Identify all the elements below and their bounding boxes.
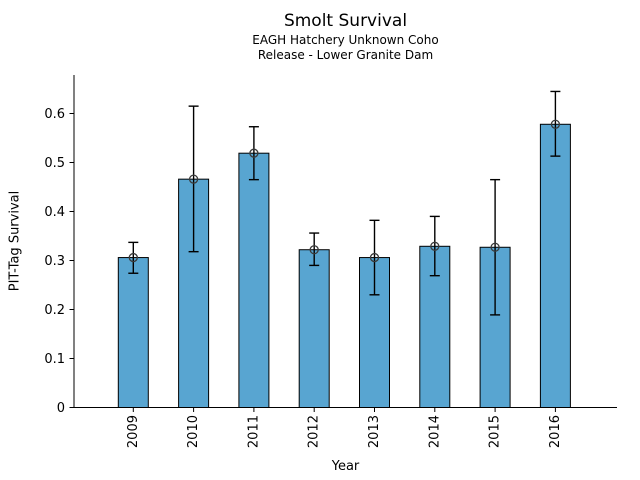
- bar-2009: [117, 257, 149, 408]
- bar-2016: [539, 123, 571, 408]
- y-tick-label: 0.6: [44, 107, 65, 122]
- y-tick-label: 0: [57, 401, 65, 416]
- data-point-marker-2010: [188, 174, 199, 184]
- x-axis-label: Year: [331, 459, 360, 474]
- data-point-marker-2009: [128, 252, 138, 263]
- data-point-marker-2011: [249, 148, 259, 158]
- y-tick-label: 0.2: [44, 303, 65, 318]
- y-tick-label: 0.1: [44, 352, 65, 367]
- bar-2011: [238, 152, 270, 408]
- x-tick-label-2014: 2014: [427, 415, 442, 448]
- chart-title: Smolt Survival: [283, 11, 408, 31]
- data-point-marker-2012: [309, 245, 319, 255]
- x-tick-label-2011: 2011: [246, 415, 261, 448]
- bar-2015: [479, 246, 511, 408]
- x-tick-label-2013: 2013: [367, 415, 382, 448]
- chart-subtitle-line2: Release - Lower Granite Dam: [257, 48, 434, 62]
- x-tick-label-2012: 2012: [307, 415, 322, 448]
- x-tick-label-2016: 2016: [548, 415, 563, 448]
- data-point-marker-2015: [490, 242, 500, 252]
- data-point-marker-2016: [550, 119, 561, 129]
- chart-subtitle-line1: EAGH Hatchery Unknown Coho: [252, 33, 439, 47]
- y-tick-label: 0.5: [44, 156, 65, 171]
- data-point-marker-2013: [369, 252, 380, 263]
- x-tick-label-2010: 2010: [186, 415, 201, 448]
- y-axis-label: PIT-Tag Survival: [7, 190, 23, 292]
- y-tick-label: 0.4: [44, 205, 65, 220]
- y-tick-label: 0.3: [44, 254, 65, 269]
- data-point-marker-2014: [430, 241, 440, 251]
- x-tick-label-2009: 2009: [126, 415, 141, 448]
- bar-2012: [298, 249, 330, 408]
- x-tick-label-2015: 2015: [488, 415, 503, 448]
